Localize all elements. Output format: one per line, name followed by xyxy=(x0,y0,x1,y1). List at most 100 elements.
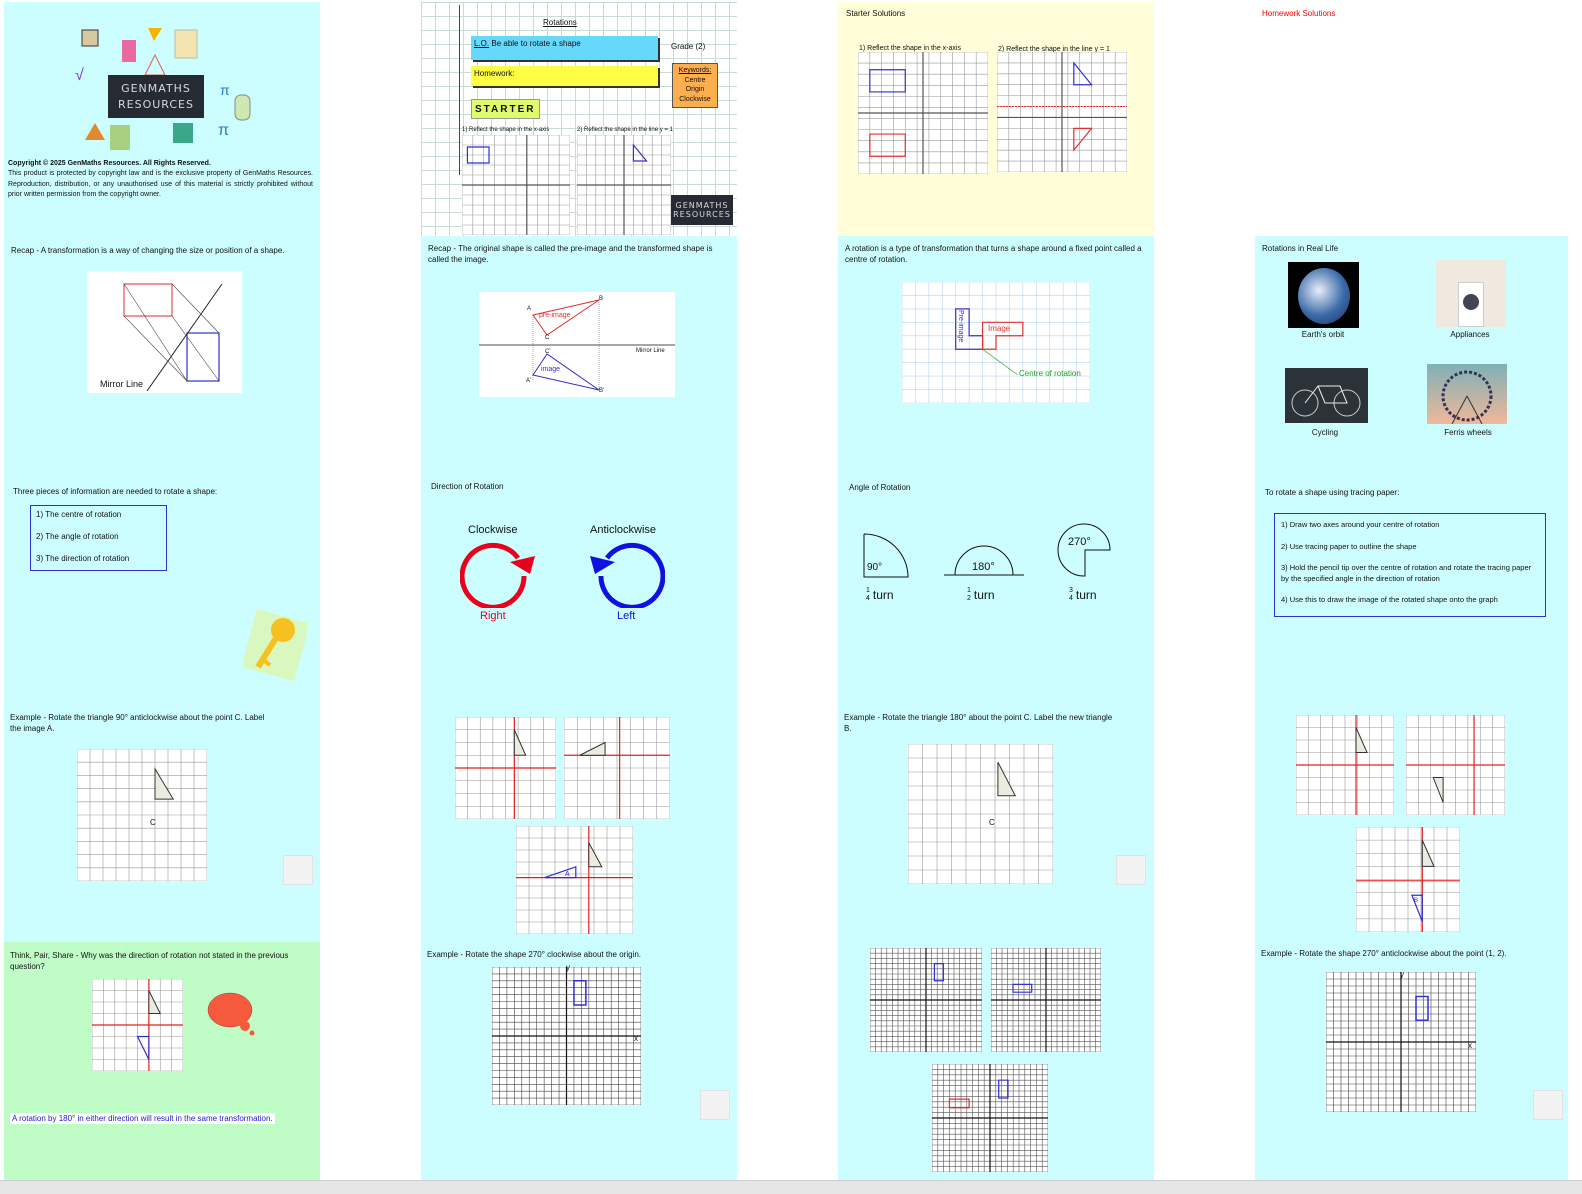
bottom-scrollbar[interactable] xyxy=(0,1180,1582,1194)
starter-q2: 2) Reflect the shape in the line y = 1 xyxy=(577,127,673,133)
solution2-grid-a xyxy=(1296,715,1394,815)
solution1-grid-c xyxy=(516,826,633,934)
keywords-box: Keywords: Centre Origin Clockwise xyxy=(672,63,718,108)
solution-graph-1 xyxy=(858,52,988,174)
genmaths-logo-small: GENMATHS RESOURCES xyxy=(671,195,733,225)
example3-text: Example - Rotate the shape 270° clockwis… xyxy=(427,950,641,959)
preimage-diagram: A B C A' B' C' pre-image image Mirror Li… xyxy=(479,292,675,397)
earth-image xyxy=(1288,262,1359,328)
learning-objective: L.O. Be able to rotate a shape xyxy=(471,36,658,60)
solution3-grid-c xyxy=(932,1064,1048,1172)
title-slide xyxy=(4,2,320,236)
half-turn: 1 2 turn xyxy=(967,587,995,602)
starter-badge: STARTER xyxy=(471,99,540,119)
angle-slide xyxy=(838,472,1154,705)
centre-of-rotation-label: Centre of rotation xyxy=(1019,369,1081,378)
thought-bubble-icon xyxy=(207,992,255,1036)
reflection-diagram xyxy=(87,271,242,393)
solution3-grid-a xyxy=(870,948,982,1052)
clockwise-label: Clockwise xyxy=(468,524,518,536)
pre-image-label: pre-image xyxy=(539,312,571,319)
list-item: 3) Hold the pencil tip over the centre o… xyxy=(1281,563,1532,583)
x-axis-label: x xyxy=(634,1034,638,1043)
mirror-line-label: Mirror Line xyxy=(100,379,144,389)
y-axis-label: y xyxy=(1400,970,1404,979)
appliances-image xyxy=(1436,260,1506,327)
point-c-label: C xyxy=(150,818,156,827)
mirror-line-label: Mirror Line xyxy=(636,348,665,354)
ferris-wheel-image xyxy=(1427,364,1507,425)
solution-q2: 2) Reflect the shape in the line y = 1 xyxy=(998,46,1110,53)
angle-diagrams xyxy=(863,523,1111,578)
solution3-grid-b xyxy=(991,948,1101,1052)
recap2-text: Recap - The original shape is called the… xyxy=(428,244,713,264)
list-item: 1) Draw two axes around your centre of r… xyxy=(1281,520,1440,529)
tracing-paper-icon[interactable] xyxy=(283,855,313,885)
starter-graph-1 xyxy=(462,135,570,235)
list-item: 2) The angle of rotation xyxy=(36,532,119,541)
example4-text: Example - Rotate the shape 270° anticloc… xyxy=(1261,949,1507,958)
ferris-wheel-caption: Ferris wheels xyxy=(1444,428,1492,437)
tracing-steps: 1) Draw two axes around your centre of r… xyxy=(1274,513,1546,617)
three-quarter-turn: 3 4 turn xyxy=(1069,587,1097,602)
cycling-image xyxy=(1285,368,1368,423)
y-axis-label: y xyxy=(566,963,570,972)
recap1-text: Recap - A transformation is a way of cha… xyxy=(11,246,285,255)
image-b-label: B xyxy=(1414,898,1419,904)
image-label: image xyxy=(541,366,561,373)
genmaths-logo: GENMATHS RESOURCES xyxy=(108,75,204,118)
cycling-caption: Cycling xyxy=(1311,428,1339,437)
copyright-heading: Copyright © 2025 GenMaths Resources. All… xyxy=(8,160,211,167)
anticlockwise-arrow-icon xyxy=(590,542,665,608)
solution2-grid-c xyxy=(1356,827,1460,932)
homework-solutions-title: Homework Solutions xyxy=(1262,9,1336,18)
anticlockwise-label: Anticlockwise xyxy=(590,524,657,536)
logo-text: GENMATHS RESOURCES xyxy=(673,201,731,219)
starter-graph-2 xyxy=(577,135,671,235)
list-item: 2) Use tracing paper to outline the shap… xyxy=(1281,542,1417,551)
homework-box: Homework: xyxy=(471,66,658,86)
copyright-body: This product is protected by copyright l… xyxy=(8,170,313,198)
example2-grid xyxy=(908,744,1053,884)
svg-text:π: π xyxy=(218,122,229,139)
think-text: Think, Pair, Share - Why was the directi… xyxy=(10,951,289,971)
grade: Grade (2) xyxy=(671,42,706,51)
definition-text: A rotation is a type of transformation t… xyxy=(845,244,1142,264)
key-icon xyxy=(243,609,307,681)
svg-text:√: √ xyxy=(75,67,84,84)
tracing-paper-icon[interactable] xyxy=(700,1090,730,1120)
solution-q1: 1) Reflect the shape in the x-axis xyxy=(859,45,961,52)
example4-coordinate-grid xyxy=(1326,972,1476,1112)
solution1-grid-a xyxy=(455,717,556,819)
tracing-slide xyxy=(1255,472,1568,705)
right-label: Right xyxy=(480,610,506,622)
svg-text:π: π xyxy=(220,82,230,98)
three-pieces-text: Three pieces of information are needed t… xyxy=(13,487,218,496)
x-axis-label: x xyxy=(1468,1041,1472,1050)
tracing-paper-icon[interactable] xyxy=(1116,855,1146,885)
solution-graph-2 xyxy=(997,52,1127,172)
direction-slide xyxy=(421,472,737,705)
example3-coordinate-grid xyxy=(492,967,641,1105)
pre-image-label: Pre-image xyxy=(957,310,964,343)
real-life-title: Rotations in Real Life xyxy=(1262,244,1339,253)
definition-grid xyxy=(902,282,1090,403)
tracing-text: To rotate a shape using tracing paper: xyxy=(1265,488,1400,497)
angle-270: 270° xyxy=(1068,536,1091,548)
starter-solutions-title: Starter Solutions xyxy=(846,9,906,18)
appliances-caption: Appliances xyxy=(1450,330,1490,339)
image-label: Image xyxy=(988,324,1011,333)
example2-text: Example - Rotate the triangle 180° about… xyxy=(844,713,1113,733)
solution1-grid-b xyxy=(564,717,670,819)
lesson-title: Rotations xyxy=(543,18,577,27)
starter-q1: 1) Reflect the shape in the x-axis xyxy=(462,127,550,133)
angle-180: 180° xyxy=(972,561,995,573)
quarter-turn: 1 4 turn xyxy=(866,587,894,602)
three-pieces-list: 1) The centre of rotation 2) The angle o… xyxy=(30,505,167,571)
list-item: 4) Use this to draw the image of the rot… xyxy=(1281,595,1498,604)
tracing-paper-icon[interactable] xyxy=(1533,1090,1563,1120)
maths-clipart: π √ π xyxy=(70,25,260,155)
think-grid xyxy=(92,979,183,1071)
clipart-icons: π √ π xyxy=(75,28,251,150)
earth-caption: Earth's orbit xyxy=(1301,330,1345,339)
